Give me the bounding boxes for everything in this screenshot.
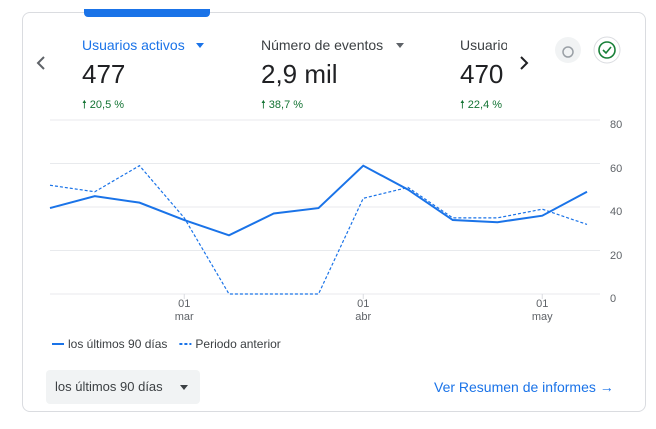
x-tick-label: 01 mar bbox=[174, 298, 194, 323]
icon-glyph bbox=[598, 41, 616, 59]
status-icon[interactable] bbox=[593, 36, 621, 64]
metric-change-text: 20,5 % bbox=[89, 99, 125, 111]
line-series bbox=[49, 164, 588, 237]
dropdown-caret bbox=[396, 43, 404, 48]
metric-name[interactable]: Número de eventos bbox=[261, 37, 384, 53]
metric-value: 477 bbox=[82, 59, 126, 89]
legend-label: Periodo anterior bbox=[195, 337, 281, 351]
metric-change: 🠕 22,4 % bbox=[460, 99, 503, 111]
date-range-button[interactable]: los últimos 90 días bbox=[46, 370, 200, 404]
next-arrow[interactable] bbox=[520, 56, 529, 70]
metric-name[interactable]: Usuarios activos bbox=[82, 37, 185, 53]
metric-value: 470 bbox=[460, 59, 504, 89]
active-tab-indicator bbox=[84, 9, 210, 17]
metric-clip: Usuarios nuevos 470 🠕 22,4 % bbox=[460, 30, 507, 112]
metric-change-text: 38,7 % bbox=[268, 99, 304, 111]
y-tick-label: 0 bbox=[610, 293, 617, 305]
date-range-text: los últimos 90 días bbox=[55, 379, 163, 394]
line-series bbox=[49, 164, 588, 295]
dropdown-caret bbox=[196, 43, 204, 48]
dropdown-caret bbox=[180, 385, 188, 390]
report-link-text: Ver Resumen de informes bbox=[434, 379, 596, 395]
x-tick-label: 01 may bbox=[531, 298, 553, 323]
legend-label: los últimos 90 días bbox=[68, 337, 168, 351]
report-link[interactable]: Ver Resumen de informes → bbox=[434, 379, 614, 395]
y-tick-label: 20 bbox=[610, 249, 623, 262]
prev-arrow[interactable] bbox=[36, 56, 45, 70]
metric-change-text: 22,4 % bbox=[467, 99, 503, 111]
insights-icon[interactable] bbox=[555, 37, 581, 63]
icon-glyph bbox=[562, 46, 574, 58]
metric-name[interactable]: Usuarios nuevos bbox=[460, 37, 507, 53]
y-tick-label: 80 bbox=[610, 119, 623, 131]
y-tick-label: 60 bbox=[610, 162, 623, 175]
metric-value: 2,9 mil bbox=[261, 59, 338, 89]
x-tick-label: 01 abr bbox=[355, 298, 372, 323]
card bbox=[22, 12, 646, 412]
icon-glyph bbox=[602, 46, 612, 55]
metric-change: 🠕 20,5 % bbox=[82, 99, 125, 111]
metric-change: 🠕 38,7 % bbox=[261, 99, 304, 111]
y-tick-label: 40 bbox=[610, 206, 623, 218]
